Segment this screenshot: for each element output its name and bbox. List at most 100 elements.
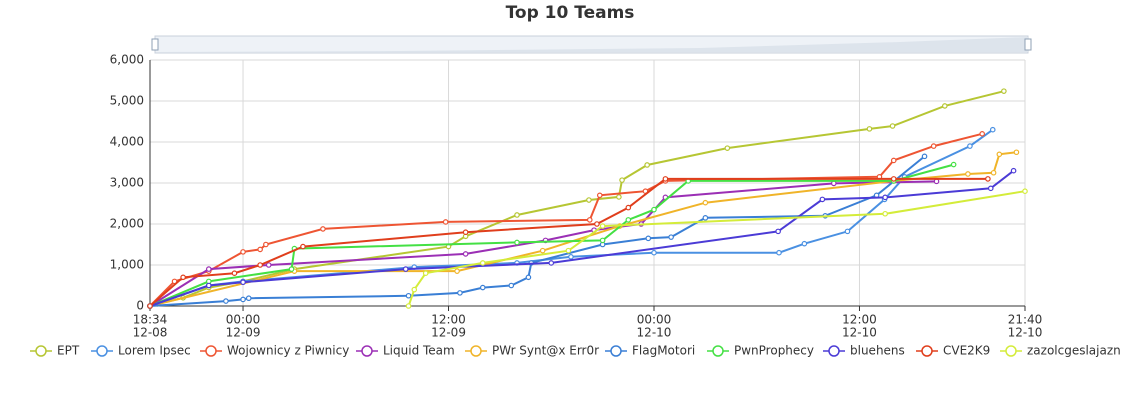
point [599,223,606,229]
legend-marker [610,345,622,357]
legend-item[interactable]: CVE2K9 [916,344,990,358]
legend-item[interactable]: bluehens [823,344,905,358]
point [619,177,625,183]
series-line [149,169,1015,307]
legend-label[interactable]: bluehens [850,344,905,358]
x-tick-label: 12-08 [133,326,168,340]
point [819,196,826,203]
point [930,143,937,149]
point [594,221,600,227]
point [724,145,731,151]
legend-marker [361,345,373,357]
point [882,210,888,217]
series-line [149,180,937,307]
point [950,161,957,168]
point [651,249,657,256]
y-tick-label: 5,000 [110,94,144,108]
legend-marker [205,345,217,357]
slider-handle[interactable] [1024,38,1032,51]
point [514,212,520,218]
point [539,247,546,254]
point [240,296,246,303]
legend-marker [828,345,840,357]
x-tick-label: 12-09 [431,326,466,340]
legend-item[interactable]: zazolcgeslajazn [1000,344,1121,358]
point [882,194,888,201]
legend-item[interactable]: Wojownicy z Piwnicy [200,344,349,358]
legend-item[interactable]: Liquid Team [356,344,455,358]
legend-label[interactable]: Wojownicy z Piwnicy [227,344,349,358]
point [514,239,520,246]
point [942,103,948,109]
legend-label[interactable]: FlagMotori [632,344,695,358]
point [662,176,669,182]
point [921,153,928,160]
point [985,176,991,182]
point [479,260,486,266]
legend-item[interactable]: PWr Synt@x Err0r [465,344,599,358]
point [508,282,515,289]
slider-handle[interactable] [151,38,159,51]
range-slider[interactable] [151,35,1032,54]
point [240,279,246,286]
series [147,149,1020,309]
legend-label[interactable]: PWr Synt@x Err0r [492,344,599,358]
legend-marker [470,345,482,357]
point [1013,149,1020,156]
point [568,253,574,260]
point [776,249,782,256]
point [990,169,997,176]
point [625,204,632,211]
legend-label[interactable]: PwnProphecy [734,344,814,358]
chart-title: Top 10 Teams [506,3,635,23]
legend-item[interactable]: Lorem Ipsec [91,344,191,358]
series [147,126,996,309]
y-tick-label: 2,000 [110,217,144,231]
x-tick-label: 12-10 [1008,326,1043,340]
point [625,217,632,223]
legend-label[interactable]: EPT [57,344,80,358]
point [411,286,418,293]
point [866,126,873,132]
x-tick-label: 18:34 [133,313,168,327]
point [223,298,229,304]
point [801,240,808,247]
point [288,266,295,272]
point [205,282,212,289]
point [989,126,996,133]
point [599,237,606,244]
point [405,292,412,299]
legend-marker [96,345,108,357]
point [479,284,486,291]
y-tick-label: 0 [136,299,144,313]
point [240,249,246,255]
point [147,303,153,309]
series [147,176,991,309]
series [147,153,928,309]
point [180,274,186,281]
point [257,262,263,268]
point [651,206,657,213]
point [462,229,469,236]
point [462,251,469,257]
series-line [149,151,1017,307]
point [965,171,971,177]
legend-label[interactable]: CVE2K9 [943,344,990,358]
point [586,197,592,203]
legend-item[interactable]: EPT [30,344,80,358]
x-tick-label: 12-10 [842,326,877,340]
point [987,185,994,192]
legend-label[interactable]: Liquid Team [383,344,455,358]
legend-item[interactable]: PwnProphecy [707,344,814,358]
point [890,176,897,182]
legend-item[interactable]: FlagMotori [605,344,695,358]
point [231,270,238,277]
x-tick-label: 12:00 [431,313,466,327]
point [889,123,896,129]
legend-label[interactable]: Lorem Ipsec [118,344,191,358]
point [668,234,674,240]
point [586,217,593,223]
point [257,246,263,253]
legend-label[interactable]: zazolcgeslajazn [1027,344,1121,358]
series-line [149,90,1005,307]
